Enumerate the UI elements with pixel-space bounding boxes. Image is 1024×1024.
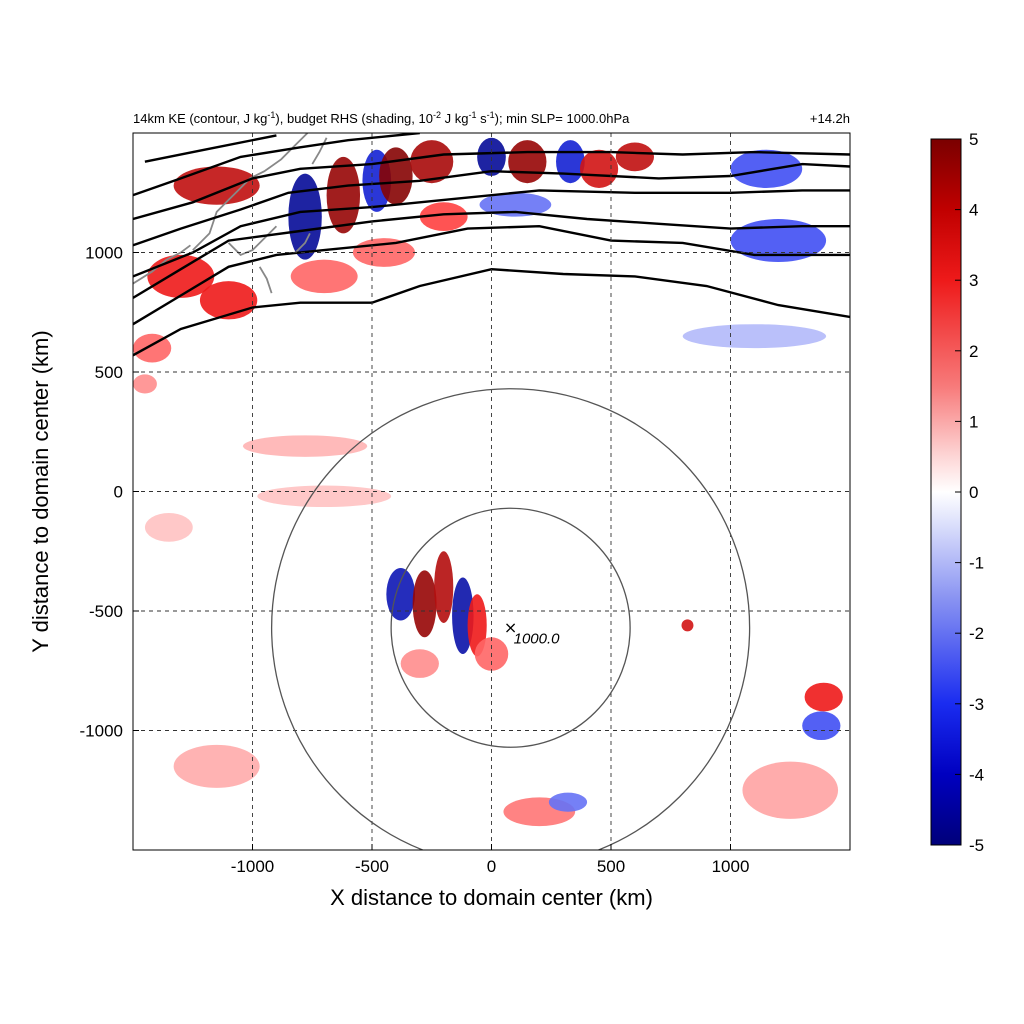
- x-tick-label-4: 1000: [712, 857, 750, 876]
- ke-contours: [133, 133, 850, 357]
- y-axis-ticks: -1000 -500 0 500 1000: [80, 244, 139, 741]
- shading-feature-30: [147, 254, 215, 298]
- shading-feature-11: [681, 619, 694, 632]
- title-superscript: -1: [267, 110, 275, 120]
- shading-feature-29: [615, 142, 655, 172]
- x-tick-label-3: 500: [597, 857, 625, 876]
- x-tick-label-2: 0: [487, 857, 496, 876]
- ring-1000km: [271, 388, 751, 850]
- colorbar-tick-label-5: 0: [969, 483, 978, 502]
- min-slp-label: 1000.0: [514, 631, 561, 648]
- colorbar-tick-label-0: 5: [969, 130, 978, 149]
- shading-feature-38: [144, 513, 193, 542]
- title-segment: 14km KE (contour, J kg: [133, 111, 267, 126]
- colorbar-tick-label-10: -5: [969, 836, 984, 855]
- coastline-4: [294, 232, 311, 254]
- title-segment: s: [476, 111, 487, 126]
- coastlines: [133, 133, 328, 294]
- ke-contour-7: [144, 134, 277, 163]
- shading-feature-28: [579, 149, 619, 188]
- shading-feature-0: [386, 567, 416, 621]
- coastline-1: [192, 133, 309, 251]
- shading-feature-25: [477, 137, 506, 177]
- distance-rings: [271, 388, 751, 850]
- colorbar-tick-label-3: 2: [969, 342, 978, 361]
- y-tick-label-1: -500: [89, 602, 123, 621]
- shading-feature-10: [548, 792, 588, 812]
- ring-500km: [390, 507, 631, 748]
- title-segment: J kg: [441, 111, 468, 126]
- ke-contour-1: [133, 224, 850, 326]
- title-segment: ); min SLP= 1000.0hPa: [495, 111, 631, 126]
- ke-contour-5: [133, 150, 850, 221]
- title-superscript: -2: [433, 110, 441, 120]
- storm-center-marker: ×: [504, 618, 517, 637]
- shading-feature-1: [412, 570, 437, 638]
- coastline-3: [258, 266, 273, 294]
- plot-background: [133, 133, 850, 850]
- colorbar-tick-label-1: 4: [969, 201, 978, 220]
- shading-feature-6: [400, 649, 439, 678]
- y-axis-label: Y distance to domain center (km): [28, 330, 53, 652]
- x-tick-label-1: -500: [355, 857, 389, 876]
- ke-contour-6: [133, 133, 420, 197]
- ke-contour-0: [133, 267, 850, 357]
- ke-contour-4: [133, 162, 850, 247]
- coastline-0: [133, 244, 191, 285]
- y-tick-label-4: 1000: [85, 244, 123, 263]
- shading-feature-23: [379, 147, 413, 205]
- shading-feature-36: [479, 192, 552, 217]
- x-axis-ticks: -1000 -500 0 500 1000: [231, 844, 750, 876]
- ke-contour-2: [133, 210, 850, 299]
- shading-feature-24: [410, 140, 454, 184]
- colorbar-tick-label-6: -1: [969, 554, 984, 573]
- x-tick-label-0: -1000: [231, 857, 274, 876]
- title-segment: ), budget RHS (shading, 10: [275, 111, 433, 126]
- shading-feature-14: [173, 744, 260, 788]
- shading-feature-27: [556, 140, 585, 184]
- shading-feature-16: [682, 324, 827, 349]
- title-superscript: -1: [468, 110, 476, 120]
- shading-feature-35: [419, 202, 468, 231]
- shading-feature-2: [434, 551, 454, 623]
- colorbar-ticks: 5 4 3 2 1 0 -1 -2 -3 -4 -5: [955, 130, 984, 855]
- colorbar-tick-label-7: -2: [969, 624, 984, 643]
- colorbar-tick-label-2: 3: [969, 271, 978, 290]
- shading-feature-13: [257, 485, 392, 508]
- storm-center: × 1000.0: [504, 618, 560, 648]
- shading-feature-8: [802, 711, 841, 741]
- shading-feature-32: [133, 333, 172, 363]
- shading-feature-19: [173, 166, 260, 205]
- colorbar: 5 4 3 2 1 0 -1 -2 -3 -4 -5: [930, 130, 984, 855]
- shading-feature-26: [508, 140, 547, 184]
- title-superscript: -1: [487, 110, 495, 120]
- forecast-time-label: +14.2h: [810, 111, 850, 126]
- shading-feature-15: [742, 761, 839, 819]
- shading-feature-21: [326, 156, 361, 234]
- ke-contour-3: [133, 189, 850, 278]
- colorbar-tick-label-4: 1: [969, 412, 978, 431]
- plot-area: × 1000.0: [132, 132, 851, 851]
- y-tick-label-3: 500: [95, 363, 123, 382]
- shading-feature-12: [242, 435, 368, 457]
- colorbar-tick-label-8: -3: [969, 695, 984, 714]
- shading-feature-7: [804, 682, 843, 712]
- y-tick-label-0: -1000: [80, 722, 123, 741]
- shading-feature-20: [288, 173, 322, 260]
- y-tick-label-2: 0: [114, 483, 123, 502]
- shading-feature-37: [133, 374, 157, 394]
- x-axis-label: X distance to domain center (km): [330, 885, 653, 910]
- shading-feature-17: [730, 219, 827, 263]
- chart-title: 14km KE (contour, J kg-1), budget RHS (s…: [133, 110, 630, 126]
- shading-feature-33: [290, 259, 358, 294]
- colorbar-tick-label-9: -4: [969, 765, 984, 784]
